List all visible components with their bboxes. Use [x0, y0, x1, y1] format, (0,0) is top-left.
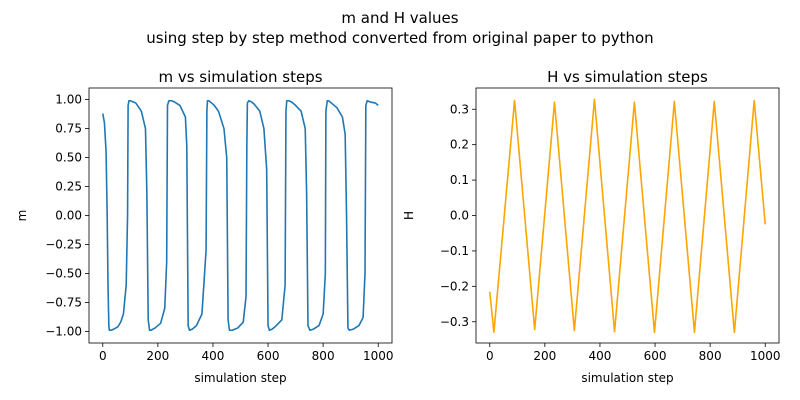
y-tick-label: −0.25: [45, 237, 82, 251]
x-tick-label: 0: [486, 349, 494, 363]
y-tick-label: −0.2: [440, 279, 469, 293]
x-tick-label: 800: [699, 349, 722, 363]
x-tick-label: 200: [533, 349, 556, 363]
y-tick-label: −0.3: [440, 315, 469, 329]
x-tick-label: 600: [257, 349, 280, 363]
x-tick-label: 200: [146, 349, 169, 363]
y-tick-label: 0.2: [450, 138, 469, 152]
y-tick-label: 0.25: [55, 180, 82, 194]
x-tick-label: 1000: [750, 349, 781, 363]
y-tick-label: −0.1: [440, 244, 469, 258]
y-tick-label: 0.00: [55, 209, 82, 223]
x-axis-label: simulation step: [581, 371, 673, 385]
y-tick-label: −0.50: [45, 266, 82, 280]
series-line: [488, 98, 767, 334]
y-tick-label: 1.00: [55, 93, 82, 107]
y-axis-label: H: [402, 211, 416, 220]
x-tick-label: 400: [202, 349, 225, 363]
figure-suptitle-line1: m and H values: [341, 9, 458, 27]
series-line: [101, 99, 379, 332]
figure-suptitle-line2: using step by step method converted from…: [146, 29, 653, 47]
x-axis-label: simulation step: [194, 371, 286, 385]
m-chart: m vs simulation steps 0 200 400 600 800 1000 −1…: [15, 68, 394, 385]
y-tick-label: 0.3: [450, 102, 469, 116]
plot-frame: [475, 87, 780, 344]
x-tick-label: 1000: [363, 349, 394, 363]
chart-title: m vs simulation steps: [158, 68, 322, 86]
y-tick-label: −0.75: [45, 295, 82, 309]
y-tick-label: 0.1: [450, 173, 469, 187]
y-tick-label: 0.75: [55, 122, 82, 136]
y-tick-label: 0.50: [55, 151, 82, 165]
chart-title: H vs simulation steps: [547, 68, 708, 86]
x-tick-label: 600: [644, 349, 667, 363]
h-chart: H vs simulation steps 0 200 400 600 800 1000 −0…: [402, 68, 781, 385]
x-tick-label: 0: [99, 349, 107, 363]
x-tick-label: 400: [589, 349, 612, 363]
y-axis-label: m: [15, 210, 29, 222]
x-tick-label: 800: [312, 349, 335, 363]
y-tick-label: 0.0: [450, 209, 469, 223]
y-tick-label: −1.00: [45, 324, 82, 338]
